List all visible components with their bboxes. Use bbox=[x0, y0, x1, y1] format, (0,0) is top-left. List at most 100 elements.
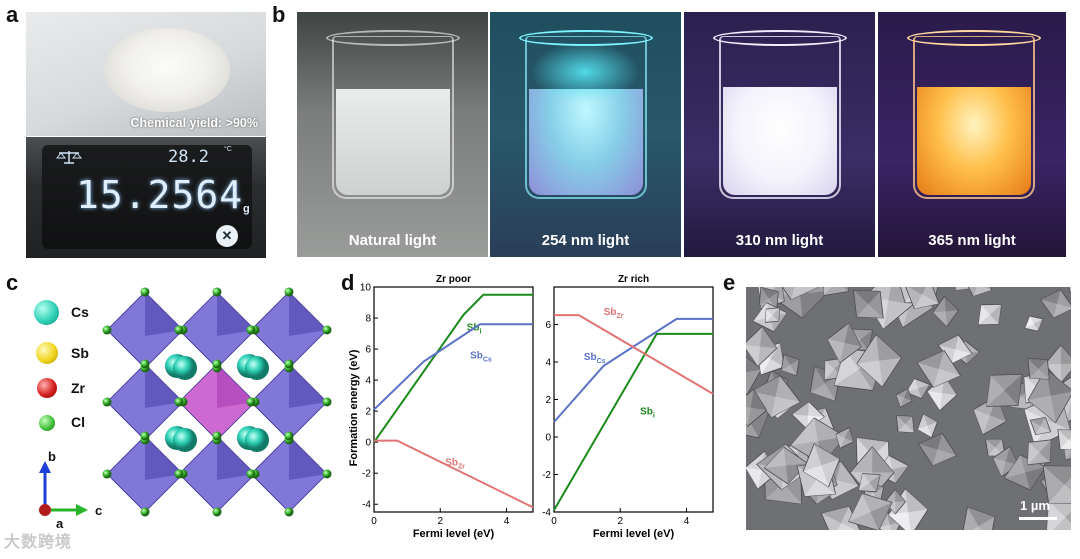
series-label-sb-cs: SbCs bbox=[470, 350, 492, 363]
octahedron-face bbox=[289, 292, 327, 336]
series-label-sb-cs: SbCs bbox=[584, 352, 606, 365]
beaker-liquid bbox=[917, 87, 1031, 195]
beaker bbox=[525, 36, 647, 199]
sem-crystal-facet bbox=[748, 405, 772, 438]
sem-crystal-facet bbox=[1004, 454, 1026, 479]
sem-crystal-facet bbox=[933, 368, 961, 388]
cl-atom bbox=[212, 287, 222, 297]
octahedron-face bbox=[289, 436, 327, 480]
sem-crystal-facet bbox=[856, 304, 884, 318]
legend-cl: Cl bbox=[71, 414, 85, 430]
sem-crystal-facet bbox=[746, 356, 762, 373]
sem-crystal-facet bbox=[770, 342, 785, 367]
cs-atom bbox=[245, 356, 269, 380]
beaker-rim bbox=[713, 30, 847, 46]
cl-atom bbox=[284, 431, 294, 441]
sem-crystal-facet bbox=[760, 287, 779, 299]
sem-crystal-facet bbox=[1027, 358, 1048, 369]
sem-crystal-facet bbox=[1025, 316, 1034, 329]
octahedron-face bbox=[217, 364, 255, 408]
sem-crystals bbox=[746, 287, 1071, 530]
sem-crystal-facet bbox=[1035, 425, 1051, 435]
sem-crystal-facet bbox=[973, 409, 990, 435]
sem-crystal-facet bbox=[858, 473, 870, 491]
sem-crystal-facet bbox=[938, 335, 959, 350]
x-axis-label: Fermi level (eV) bbox=[413, 528, 495, 540]
sem-crystal-facet bbox=[765, 483, 802, 504]
sem-crystal-facet bbox=[834, 348, 859, 386]
x-axis-label: Fermi level (eV) bbox=[593, 528, 675, 540]
sem-image: 1 µm bbox=[746, 287, 1071, 530]
sem-crystal-facet bbox=[760, 326, 777, 349]
sem-crystal-facet bbox=[917, 350, 945, 369]
series-line-sb-zr bbox=[554, 314, 714, 395]
sem-crystal-facet bbox=[860, 329, 873, 351]
sem-crystal-facet bbox=[824, 360, 835, 380]
sem-crystal-facet bbox=[771, 396, 801, 418]
sem-crystal-facet bbox=[750, 389, 767, 411]
balance-photo: 28.2 °C 15.2564 g ✕ bbox=[26, 137, 266, 258]
cl-atom bbox=[140, 287, 150, 297]
temperature-unit: °C bbox=[224, 146, 232, 153]
panel-label-a: a bbox=[6, 2, 19, 27]
series-label-sb-zr: SbZr bbox=[445, 457, 465, 470]
scale-bar-label: 1 µm bbox=[1020, 498, 1050, 513]
caption-365: 365 nm light bbox=[928, 232, 1016, 249]
sem-crystal-facet bbox=[1005, 446, 1019, 465]
sem-crystal-facet bbox=[1030, 417, 1046, 426]
y-tick-label: 4 bbox=[545, 358, 551, 369]
panel-label-b: b bbox=[272, 2, 286, 27]
sem-crystal-facet bbox=[892, 465, 909, 484]
y-tick-label: -2 bbox=[542, 470, 551, 481]
sem-crystal-facet bbox=[870, 502, 893, 530]
cl-atom bbox=[322, 325, 332, 335]
beaker bbox=[913, 36, 1035, 199]
sem-crystal-facet bbox=[1060, 439, 1071, 450]
panel-label-e: e bbox=[723, 270, 736, 295]
sem-crystal-facet bbox=[804, 479, 836, 497]
mass-readout: 15.2564 bbox=[76, 173, 244, 217]
series-line-sb-i bbox=[553, 332, 713, 511]
cl-atom bbox=[212, 507, 222, 517]
cl-atom bbox=[246, 469, 256, 479]
powder-photo: Chemical yield: >90% bbox=[26, 12, 266, 136]
sem-crystal bbox=[823, 287, 849, 296]
sem-crystal-facet bbox=[973, 287, 992, 297]
series-label-sb-zr: SbZr bbox=[604, 307, 624, 320]
cl-atom bbox=[246, 325, 256, 335]
sem-crystal-facet bbox=[1027, 395, 1056, 423]
cl-atom bbox=[284, 507, 294, 517]
brand-logo: ✕ bbox=[216, 225, 238, 247]
crystal-structure bbox=[102, 287, 332, 517]
cl-atom bbox=[284, 287, 294, 297]
y-tick-label: 6 bbox=[545, 320, 551, 331]
sem-crystal-facet bbox=[1025, 466, 1046, 491]
sem-crystal-facet bbox=[918, 433, 943, 450]
sem-crystal-facet bbox=[1004, 374, 1023, 406]
sem-crystal-facet bbox=[1024, 376, 1038, 404]
beaker bbox=[332, 36, 454, 199]
beaker bbox=[719, 36, 841, 199]
sem-crystal-facet bbox=[1065, 511, 1071, 523]
y-tick-label: -4 bbox=[362, 500, 371, 511]
sem-crystal-facet bbox=[908, 287, 926, 295]
cs-atom-icon bbox=[34, 300, 59, 325]
sem-crystal-facet bbox=[853, 290, 881, 305]
beaker-liquid bbox=[529, 89, 643, 195]
sem-crystal-facet bbox=[896, 415, 913, 425]
cl-atom bbox=[102, 397, 112, 407]
sem-crystal-facet bbox=[1027, 442, 1040, 465]
plot-frame bbox=[373, 286, 534, 513]
sem-crystal-facet bbox=[1060, 345, 1071, 364]
cl-atom bbox=[174, 397, 184, 407]
axis-a-label: a bbox=[56, 516, 64, 531]
cs-atom bbox=[173, 356, 197, 380]
cl-atom bbox=[284, 359, 294, 369]
temperature-readout: 28.2 bbox=[168, 147, 209, 167]
beaker-rim bbox=[907, 30, 1041, 46]
y-tick-label: -2 bbox=[362, 469, 371, 480]
legend-zr: Zr bbox=[71, 380, 85, 396]
plot-frame bbox=[553, 286, 714, 513]
y-axis-label: Formation energy (eV) bbox=[348, 349, 360, 466]
